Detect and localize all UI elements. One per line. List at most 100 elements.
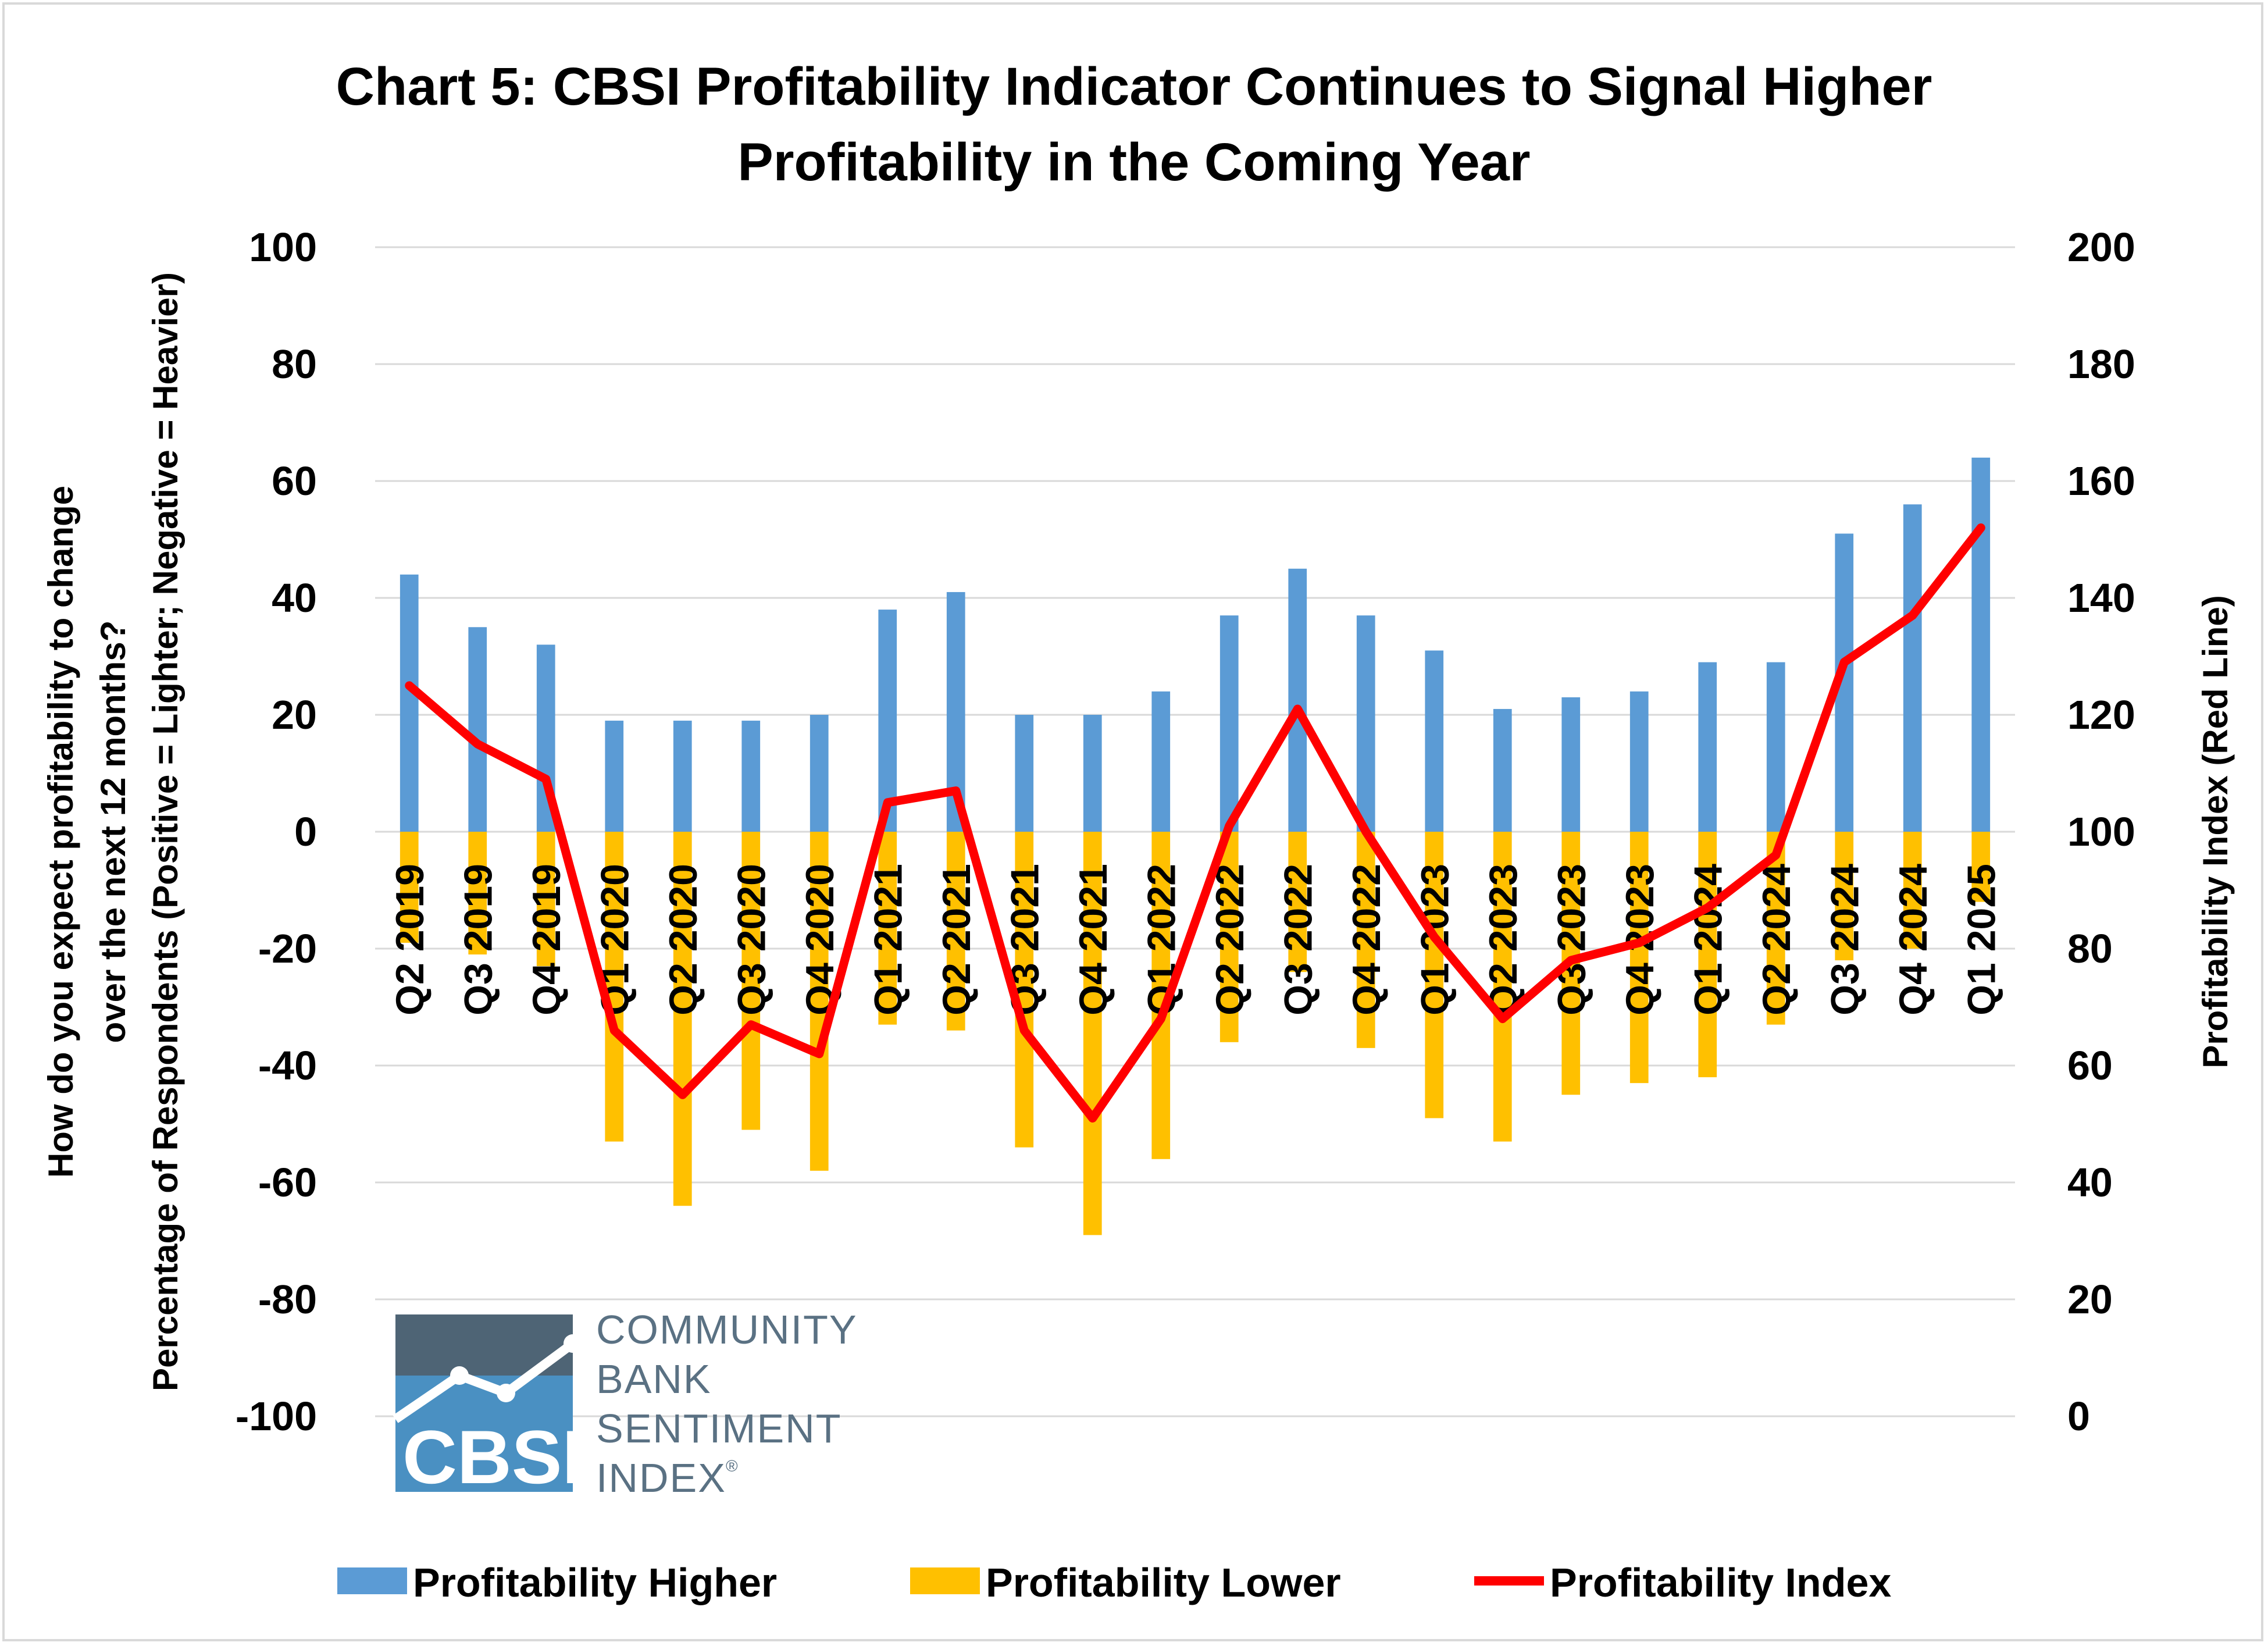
profitability-index-line-layer (405, 523, 1985, 1123)
bar-profitability-lower (1903, 832, 1922, 949)
bar-profitability-lower (1425, 832, 1444, 1118)
right-axis-title: Profitability Index (Red Line) (2196, 595, 2235, 1068)
bar-profitability-higher (400, 574, 419, 832)
bar-profitability-higher (1015, 715, 1034, 832)
left-tick-label: 60 (272, 458, 317, 504)
bar-profitability-lower (673, 832, 692, 1206)
right-tick-label: 0 (2067, 1394, 2090, 1439)
profitability-index-point (1843, 661, 1846, 664)
profitability-index-point (408, 684, 411, 687)
profitability-index-point (1023, 1029, 1026, 1032)
bar-profitability-higher (1698, 662, 1717, 832)
bar-profitability-higher (878, 610, 897, 832)
category-label: Q1 2021 (866, 864, 910, 1016)
profitability-index-point (1160, 1017, 1162, 1020)
bar-profitability-higher (1356, 615, 1375, 832)
profitability-index-point (886, 801, 889, 804)
profitability-index-point (681, 1093, 684, 1096)
cbsi-logo: CBSI COMMUNITY BANK SENTIMENT INDEX ® (393, 1307, 858, 1501)
logo-trend-line (393, 1339, 576, 1423)
category-label: Q1 2025 (1959, 864, 2003, 1016)
category-label: Q3 2020 (729, 864, 773, 1016)
left-tick-label: -100 (236, 1394, 317, 1439)
profitability-index-point (1296, 707, 1299, 710)
profitability-index-point (750, 1023, 753, 1026)
bar-profitability-higher (741, 721, 761, 832)
logo-point-1 (450, 1366, 469, 1385)
bar-profitability-higher (1766, 662, 1785, 832)
legend-swatch-higher (337, 1567, 407, 1594)
profitability-index-point (1980, 526, 1982, 529)
category-label: Q3 2019 (456, 864, 500, 1016)
chart-title-line-2: Profitability in the Coming Year (737, 133, 1530, 192)
logo-point-3 (564, 1334, 582, 1353)
left-tick-label: -40 (258, 1043, 317, 1088)
category-label: Q3 2023 (1549, 864, 1593, 1016)
left-axis-title-line-2: over the next 12 months? (94, 621, 133, 1043)
legend-label-higher: Profitability Higher (413, 1560, 777, 1605)
bar-profitability-higher (1425, 650, 1444, 832)
bar-profitability-higher (1493, 708, 1512, 832)
profitability-index-point (1706, 906, 1709, 909)
profitability-index-point (1228, 824, 1231, 827)
bar-profitability-higher (1903, 504, 1922, 832)
bars-profitability-lower (400, 832, 1991, 1235)
bar-profitability-higher (1629, 691, 1649, 832)
profitability-index-point (1774, 854, 1777, 857)
bar-profitability-lower (536, 832, 555, 967)
logo-text-sentiment: SENTIMENT (596, 1406, 841, 1451)
left-tick-label: 0 (294, 809, 317, 854)
bar-profitability-higher (810, 715, 829, 832)
left-axis-title-line-3: Percentage of Respondents (Positive = Li… (146, 272, 185, 1391)
category-label: Q2 2022 (1208, 864, 1252, 1016)
bar-profitability-lower (1698, 832, 1717, 1078)
right-tick-label: 100 (2067, 809, 2135, 854)
bar-profitability-lower (1629, 832, 1649, 1084)
right-tick-label: 180 (2067, 341, 2135, 387)
right-tick-label: 20 (2067, 1277, 2113, 1322)
bar-profitability-higher (673, 721, 692, 832)
bar-profitability-lower (605, 832, 624, 1142)
bar-profitability-higher (1971, 457, 1991, 832)
logo-text-community: COMMUNITY (596, 1307, 858, 1352)
category-label: Q1 2020 (593, 864, 637, 1016)
right-tick-label: 160 (2067, 458, 2135, 504)
bar-profitability-lower (878, 832, 897, 1025)
legend-label-lower: Profitability Lower (986, 1560, 1341, 1605)
profitability-index-point (476, 743, 479, 746)
right-tick-label: 200 (2067, 225, 2135, 270)
bar-profitability-lower (1015, 832, 1034, 1148)
category-label: Q2 2024 (1755, 864, 1799, 1016)
left-tick-label: -20 (258, 926, 317, 971)
right-tick-label: 40 (2067, 1160, 2113, 1205)
bars-profitability-higher (400, 457, 1991, 832)
bar-profitability-higher (605, 721, 624, 832)
profitability-index-point (818, 1052, 821, 1055)
left-tick-label: 20 (272, 692, 317, 738)
bar-profitability-higher (1288, 568, 1307, 832)
category-label: Q4 2024 (1891, 864, 1935, 1016)
logo-text-bank: BANK (596, 1356, 712, 1402)
bar-profitability-higher (1219, 615, 1239, 832)
bar-profitability-lower (400, 832, 419, 943)
profitability-index-point (1091, 1117, 1094, 1120)
bar-profitability-lower (1835, 832, 1854, 961)
category-label: Q4 2019 (525, 864, 569, 1016)
bar-profitability-lower (741, 832, 761, 1130)
right-tick-label: 140 (2067, 575, 2135, 621)
profitability-index-point (1364, 831, 1367, 833)
bar-profitability-lower (1493, 832, 1512, 1142)
logo-mark-text: CBSI (402, 1415, 583, 1499)
profitability-index-point (1433, 935, 1436, 938)
bar-profitability-lower (1971, 832, 1991, 902)
category-label: Q2 2019 (388, 864, 432, 1016)
profitability-index-point (613, 1029, 616, 1032)
category-label: Q4 2021 (1071, 864, 1115, 1016)
category-label: Q3 2024 (1823, 864, 1867, 1016)
right-tick-label: 120 (2067, 692, 2135, 738)
left-axis-title-line-1: How do you expect profitability to chang… (41, 486, 80, 1178)
bar-profitability-higher (1561, 697, 1581, 832)
